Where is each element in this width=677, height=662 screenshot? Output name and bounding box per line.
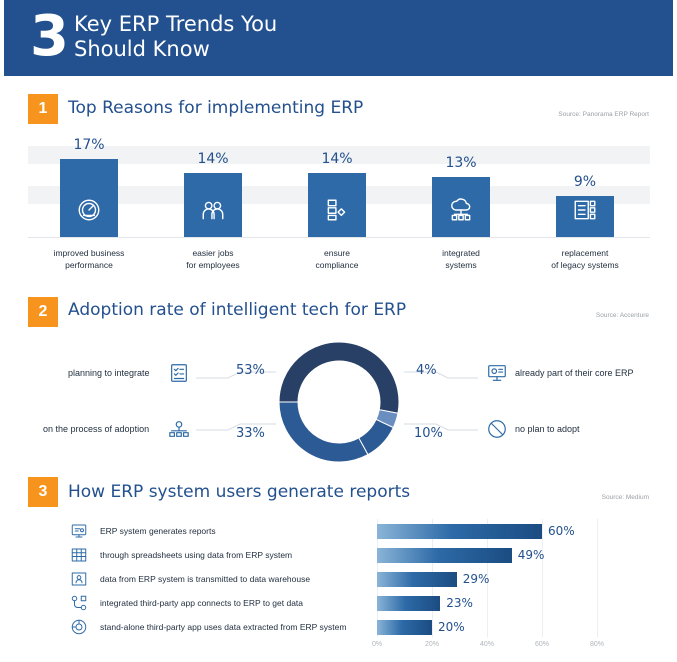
section-3-badge: 3 [28,477,58,507]
adoption-value-label: 53% [236,363,265,378]
report-bar [377,524,542,539]
cloud-network-icon [448,197,474,223]
x-tick-label: 0% [371,641,383,648]
x-tick-label: 80% [589,641,604,648]
reason-value-label: 13% [445,155,477,172]
reason-bar [432,177,490,237]
reason-bar [556,195,614,237]
reason-value-label: 17% [73,136,105,153]
section-3-source: Source: Medium [601,494,649,501]
speedometer-icon [76,197,102,223]
adoption-category-label: on the process of adoption [43,424,150,434]
network-icon [168,418,190,440]
report-bar [377,596,441,611]
donut-slice [278,401,369,463]
reason-value-label: 14% [321,150,353,167]
adoption-value-label: 33% [236,426,265,441]
adoption-category-label: planning to integrate [68,368,150,378]
report-value-label: 49% [517,548,545,562]
reason-value-label: 9% [573,173,597,190]
section-3-title: How ERP system users generate reports [68,482,411,502]
gridline [542,519,543,637]
report-bar [377,548,512,563]
section-1-badge: 1 [28,94,58,124]
donut-slice [278,341,400,414]
report-icon [70,522,88,540]
report-category-label: through spreadsheets using data from ERP… [100,550,293,560]
reason-bar [184,172,242,237]
section-2-badge: 2 [28,297,58,327]
report-category-label: stand-alone third-party app uses data ex… [100,622,347,632]
prohibited-icon [486,418,508,440]
checklist-icon [168,362,190,384]
report-value-label: 29% [462,572,490,586]
header-title: Key ERP Trends You Should Know [74,12,278,61]
standalone-app-icon [70,618,88,636]
report-category-label: integrated third-party app connects to E… [100,598,304,608]
reason-category-label: ensure compliance [315,248,359,270]
x-tick-label: 40% [479,641,494,648]
report-value-label: 20% [438,620,465,634]
adoption-value-label: 4% [416,363,437,378]
report-value-label: 60% [548,524,575,538]
reason-category-label: replacement of legacy systems [551,248,619,270]
reason-value-label: 14% [197,150,229,167]
handshake-icon [324,197,350,223]
section-2-title: Adoption rate of intelligent tech for ER… [68,300,407,320]
adoption-value-label: 10% [414,426,443,441]
baseline [28,237,650,238]
adoption-category-label: no plan to adopt [515,424,580,434]
reason-category-label: integrated systems [442,248,480,270]
server-list-icon [572,197,598,223]
report-category-label: ERP system generates reports [100,526,216,536]
connector-lines [196,371,478,431]
reason-bar [60,158,118,237]
report-category-label: data from ERP system is transmitted to d… [100,574,311,584]
header-banner: 3 Key ERP Trends You Should Know [4,0,673,76]
report-bar [377,620,432,635]
reason-category-label: improved business performance [53,248,125,270]
adoption-category-label: already part of their core ERP [515,368,634,378]
app-connect-icon [70,594,88,612]
monitor-icon [486,362,508,384]
report-value-label: 23% [446,596,473,610]
header-number: 3 [30,4,69,69]
x-tick-label: 20% [424,641,439,648]
background-band [28,146,650,164]
section-1-title: Top Reasons for implementing ERP [68,98,364,118]
team-icon [200,197,226,223]
gridline [487,519,488,637]
warehouse-icon [70,570,88,588]
adoption-donut-chart [278,341,400,463]
x-tick-label: 60% [534,641,549,648]
spreadsheet-icon [70,546,88,564]
report-bar [377,572,457,587]
section-1-source: Source: Panorama ERP Report [558,111,649,118]
section-2-source: Source: Accenture [595,312,649,319]
reason-category-label: easier jobs for employees [186,248,240,270]
reason-bar [308,172,366,237]
gridline [597,519,598,637]
